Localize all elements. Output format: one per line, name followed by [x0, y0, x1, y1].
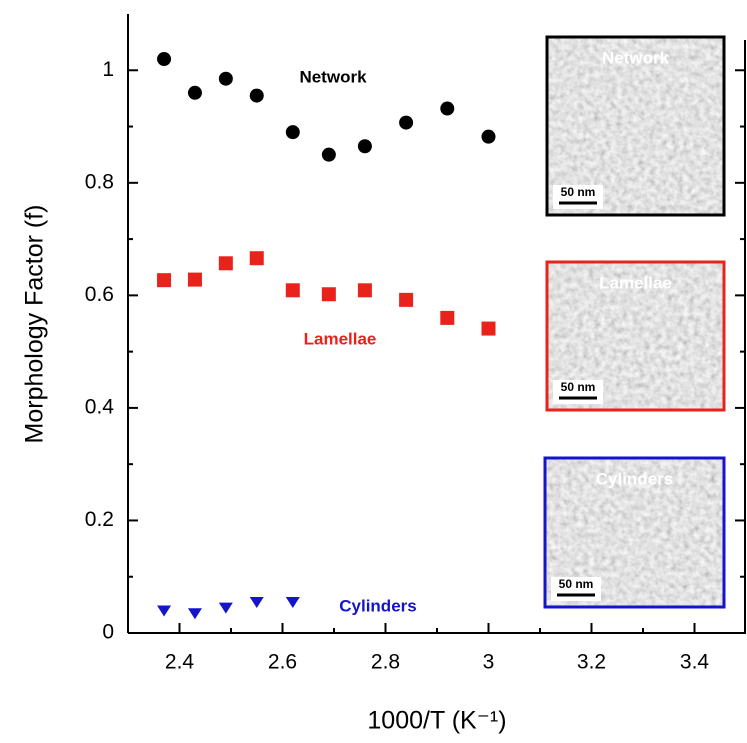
x-axis-label: 1000/T (K⁻¹) [367, 707, 506, 735]
point [219, 72, 233, 86]
scale-label: 50 nm [559, 577, 594, 591]
y-tick-label: 0.2 [85, 508, 114, 531]
y-tick-label: 0 [102, 621, 114, 644]
point [440, 102, 454, 116]
x-tick-label: 2.8 [371, 651, 400, 674]
point [157, 605, 171, 616]
inset-label: Lamellae [599, 273, 672, 292]
point [322, 287, 336, 301]
y-tick-label: 0.8 [85, 170, 114, 193]
point [482, 322, 496, 336]
series-label: Network [299, 67, 367, 86]
x-tick-label: 3 [483, 651, 495, 674]
point [188, 86, 202, 100]
point [322, 148, 336, 162]
point [250, 597, 264, 608]
scale-label: 50 nm [561, 185, 596, 199]
point [399, 293, 413, 307]
y-tick-label: 0.6 [85, 283, 114, 306]
point [157, 52, 171, 66]
point [188, 608, 202, 619]
y-tick-label: 0.4 [85, 395, 115, 418]
point [399, 116, 413, 130]
point [286, 125, 300, 139]
scale-label: 50 nm [561, 380, 596, 394]
y-axis-label: Morphology Factor (f) [21, 205, 49, 444]
y-tick-label: 1 [102, 58, 114, 81]
point [482, 130, 496, 144]
inset-label: Network [602, 48, 670, 67]
point [286, 283, 300, 297]
point [157, 273, 171, 287]
x-tick-label: 2.4 [165, 651, 195, 674]
point [358, 139, 372, 153]
point [219, 256, 233, 270]
series-label: Cylinders [339, 596, 416, 615]
chart: Morphology Factor (f) 1000/T (K⁻¹) 0 0.2 0… [0, 0, 747, 743]
point [286, 597, 300, 608]
point [440, 311, 454, 325]
point [358, 283, 372, 297]
x-tick-label: 3.4 [680, 651, 710, 674]
point [219, 603, 233, 614]
point [188, 273, 202, 287]
series-label: Lamellae [304, 329, 377, 348]
point [250, 251, 264, 265]
point [250, 89, 264, 103]
inset-label: Cylinders [596, 469, 673, 488]
x-tick-label: 2.6 [268, 651, 297, 674]
x-tick-label: 3.2 [577, 651, 606, 674]
